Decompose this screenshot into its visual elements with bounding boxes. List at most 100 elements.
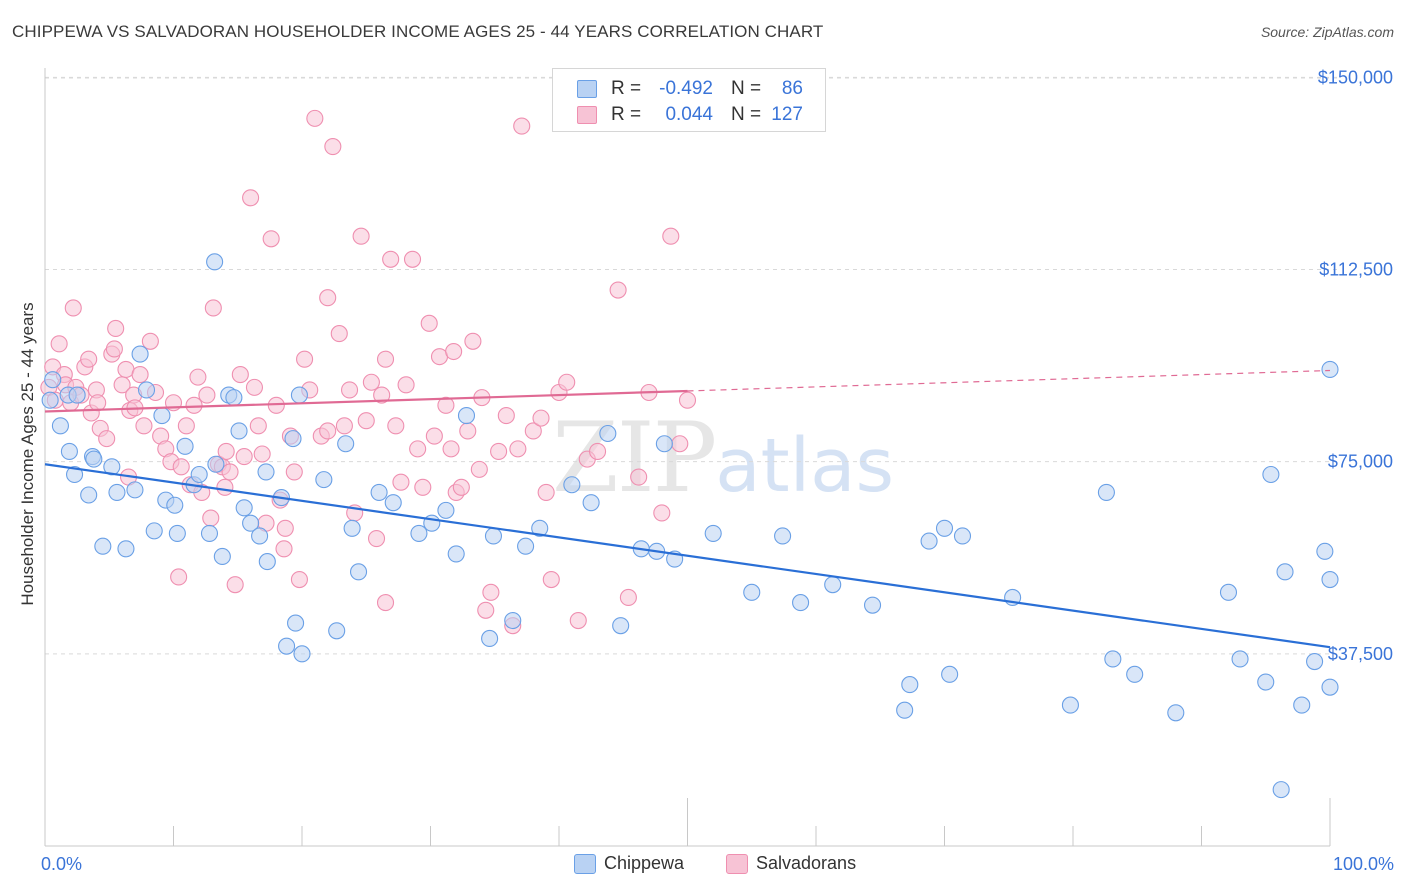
salvadoran-point <box>275 540 293 558</box>
salvadoran-point <box>249 417 267 435</box>
n-label: N = <box>731 78 762 99</box>
salvadoran-point <box>630 468 648 486</box>
y-tick-label: $37,500 <box>1328 644 1393 664</box>
salvadoran-point <box>537 483 555 501</box>
chippewa-point <box>920 532 938 550</box>
chippewa-trend-line <box>44 463 1331 649</box>
salvadoran-point <box>414 478 432 496</box>
salvadoran-point <box>653 504 671 522</box>
salvadoran-point <box>387 417 405 435</box>
salvadoran-point <box>64 299 82 317</box>
chippewa-point <box>1061 696 1079 714</box>
chippewa-point <box>1272 781 1290 799</box>
chippewa-point <box>1257 673 1275 691</box>
chippewa-point <box>44 371 62 389</box>
chippewa-point <box>1321 678 1339 696</box>
salvadoran-point <box>376 350 395 368</box>
salvadoran-point <box>141 332 159 350</box>
salvadoran-point <box>442 440 460 458</box>
salvadoran-point <box>376 594 395 612</box>
chippewa-point <box>447 545 465 563</box>
chippewa-point <box>153 407 171 425</box>
salvadoran-point <box>245 378 264 396</box>
salvadoran-point <box>482 583 500 601</box>
y-tick-label: $112,500 <box>1319 260 1393 280</box>
chippewa-point <box>235 499 253 517</box>
salvadoran-point <box>189 368 207 386</box>
chippewa-point <box>60 442 78 460</box>
salvadoran-point <box>105 340 123 358</box>
salvadoran-point <box>392 473 410 491</box>
salvadoran-point <box>542 570 560 589</box>
salvadoran-point <box>177 417 195 435</box>
salvadoran-point <box>619 588 637 607</box>
salvadoran-point <box>490 442 508 460</box>
salvadoran-point <box>80 350 98 368</box>
chippewa-point <box>1306 652 1324 671</box>
chippewa-point <box>51 417 69 435</box>
chippewa-swatch <box>574 854 596 874</box>
salvadoran-point <box>437 396 455 414</box>
chippewa-point <box>230 422 248 440</box>
r-value: 0.044 <box>665 104 713 125</box>
chippewa-point <box>1126 665 1144 683</box>
salvadoran-point <box>509 440 527 458</box>
chippewa-point <box>41 391 59 409</box>
chippewa-point <box>200 524 219 542</box>
legend-label: Salvadorans <box>756 853 857 873</box>
chippewa-point <box>137 381 156 399</box>
chippewa-point <box>257 463 275 481</box>
salvadoran-point <box>235 448 253 466</box>
chippewa-point <box>85 450 103 468</box>
salvadoran-point <box>678 391 697 409</box>
chippewa-point <box>1219 583 1238 601</box>
legend-stats: R = -0.492 N = 86 R = 0.044 N = 127 <box>552 68 826 132</box>
y-tick-label: $150,000 <box>1318 67 1393 87</box>
chippewa-point <box>901 676 919 694</box>
salvadoran-point <box>409 440 427 458</box>
chippewa-point <box>582 494 600 512</box>
salvadoran-point <box>185 396 203 414</box>
chippewa-point <box>599 424 617 443</box>
x-tick-label: 100.0% <box>1333 854 1394 874</box>
chippewa-point <box>384 494 402 512</box>
salvadoran-point <box>420 314 438 332</box>
salvadoran-point <box>357 412 375 430</box>
chippewa-point <box>284 430 302 448</box>
chippewa-point <box>207 455 225 473</box>
salvadoran-point <box>558 373 576 391</box>
chippewa-point <box>293 645 311 663</box>
chippewa-point <box>145 522 163 540</box>
watermark-atlas: atlas <box>715 423 895 509</box>
salvadoran-point <box>170 568 188 586</box>
salvadoran-point <box>217 442 235 460</box>
salvadoran-point <box>296 350 314 368</box>
r-label: R = <box>611 78 642 99</box>
salvadoran-point <box>445 342 463 361</box>
salvadoran-point <box>290 570 308 589</box>
salvadoran-point <box>397 376 415 394</box>
chippewa-point <box>953 527 972 545</box>
chippewa-point <box>251 527 269 545</box>
chippewa-point <box>278 637 296 655</box>
salvadoran-point <box>425 427 443 445</box>
salvadoran-point <box>373 386 391 404</box>
salvadoran-point <box>513 117 531 135</box>
chippewa-point <box>1104 650 1122 668</box>
legend-row-chippewa: R = -0.492 N = 86 <box>553 76 825 100</box>
chippewa-point <box>1293 696 1311 714</box>
chippewa-point <box>743 583 761 601</box>
n-value: 127 <box>771 104 803 125</box>
chippewa-point <box>349 563 368 581</box>
y-tick-label: $75,000 <box>1328 452 1393 472</box>
salvadoran-point <box>588 442 607 460</box>
chippewa-point <box>1097 483 1115 501</box>
chippewa-point <box>896 701 914 719</box>
salvadoran-point <box>135 417 153 435</box>
chippewa-point <box>328 622 346 640</box>
chippewa-point <box>824 576 842 594</box>
salvadoran-point <box>253 445 271 463</box>
salvadoran-point <box>671 435 689 453</box>
salvadoran-point <box>532 409 550 427</box>
